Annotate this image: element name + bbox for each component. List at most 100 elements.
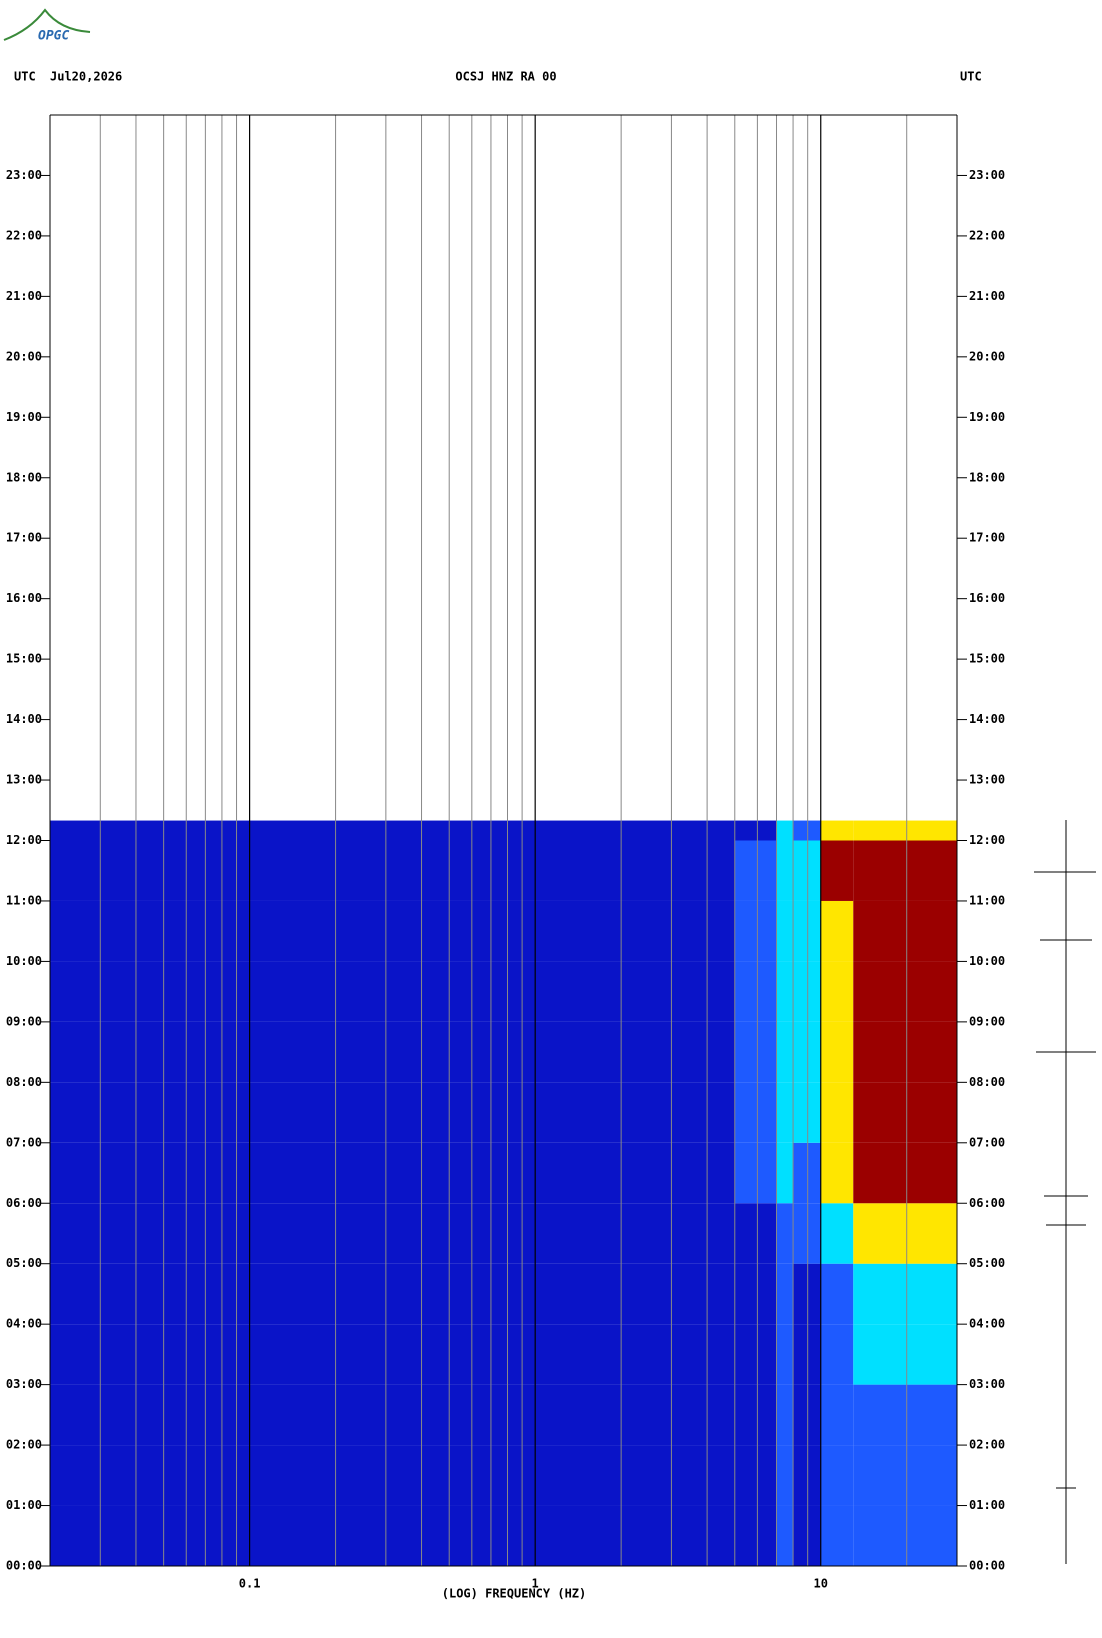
spectrogram-cell	[776, 900, 794, 962]
spectrogram-cell	[853, 1324, 957, 1385]
spectrogram-cell	[734, 1021, 777, 1083]
spectrogram-cell	[734, 961, 777, 1022]
y-tick-label: 19:00	[6, 410, 42, 424]
y-tick-label: 14:00	[6, 712, 42, 726]
spectrogram-cell	[50, 961, 735, 1022]
y-tick-label-right: 12:00	[969, 833, 1005, 847]
spectrogram-cell	[734, 1445, 777, 1506]
spectrogram-cell	[793, 1263, 821, 1325]
y-tick-label-right: 04:00	[969, 1317, 1005, 1331]
spectrogram-cell	[853, 1142, 957, 1204]
spectrogram-cell	[50, 1324, 735, 1385]
spectrogram-cell	[853, 840, 957, 901]
spectrogram-cell	[793, 1505, 821, 1566]
spectrogram-cell	[820, 1082, 854, 1143]
spectrogram-cell	[734, 1505, 777, 1566]
y-tick-label: 01:00	[6, 1498, 42, 1512]
spectrogram-cell	[793, 840, 821, 901]
y-tick-label-right: 01:00	[969, 1498, 1005, 1512]
spectrogram-cell	[820, 1263, 854, 1325]
spectrogram-cell	[734, 1263, 777, 1325]
spectrogram-cell	[793, 820, 821, 841]
spectrogram-cell	[776, 1445, 794, 1506]
spectrogram-cell	[820, 961, 854, 1022]
x-axis-label: (LOG) FREQUENCY (HZ)	[442, 1587, 587, 1601]
spectrogram-cell	[734, 820, 777, 841]
y-tick-label-right: 03:00	[969, 1377, 1005, 1391]
y-tick-label: 07:00	[6, 1135, 42, 1149]
y-tick-label: 09:00	[6, 1014, 42, 1028]
date: Jul20,2026	[50, 70, 122, 84]
y-tick-label: 02:00	[6, 1438, 42, 1452]
logo-swoosh	[3, 8, 91, 41]
y-tick-label-right: 00:00	[969, 1559, 1005, 1573]
y-tick-label: 10:00	[6, 954, 42, 968]
y-tick-label: 03:00	[6, 1377, 42, 1391]
spectrogram-cell	[734, 1082, 777, 1143]
spectrogram-cell	[734, 900, 777, 962]
y-tick-label: 15:00	[6, 652, 42, 666]
spectrogram-cell	[734, 1203, 777, 1264]
spectrogram-cell	[793, 961, 821, 1022]
spectrogram-cell	[793, 1324, 821, 1385]
y-tick-label: 12:00	[6, 833, 42, 847]
spectrogram-cell	[776, 1142, 794, 1204]
spectrogram-cell	[734, 1142, 777, 1204]
y-tick-label: 13:00	[6, 773, 42, 787]
spectrogram-cell	[776, 820, 794, 841]
spectrogram-cell	[793, 1384, 821, 1446]
y-tick-label-right: 21:00	[969, 289, 1005, 303]
y-tick-label: 06:00	[6, 1196, 42, 1210]
spectrogram-cell	[820, 840, 854, 901]
y-tick-label-right: 16:00	[969, 591, 1005, 605]
spectrogram-cell	[853, 1445, 957, 1506]
y-tick-label-right: 14:00	[969, 712, 1005, 726]
spectrogram-cell	[776, 1203, 794, 1264]
y-tick-label: 21:00	[6, 289, 42, 303]
y-tick-label-right: 06:00	[969, 1196, 1005, 1210]
spectrogram-cell	[853, 820, 957, 841]
y-tick-label: 04:00	[6, 1317, 42, 1331]
y-tick-label-right: 09:00	[969, 1014, 1005, 1028]
spectrogram-cell	[50, 1384, 735, 1446]
spectrogram-cell	[50, 1505, 735, 1566]
spectrogram-cell	[853, 1384, 957, 1446]
y-tick-label-right: 23:00	[969, 168, 1005, 182]
spectrogram-cell	[793, 1142, 821, 1204]
y-tick-label: 08:00	[6, 1075, 42, 1089]
spectrogram-cell	[820, 1445, 854, 1506]
spectrogram-cell	[793, 1082, 821, 1143]
spectrogram-cell	[50, 900, 735, 962]
spectrogram-cell	[820, 1203, 854, 1264]
spectrogram-cell	[820, 1142, 854, 1204]
spectrogram-cell	[776, 1082, 794, 1143]
y-tick-label-right: 07:00	[969, 1135, 1005, 1149]
spectrogram-cell	[853, 1082, 957, 1143]
spectrogram-cell	[853, 1505, 957, 1566]
spectrogram-cell	[50, 1203, 735, 1264]
y-tick-label-right: 20:00	[969, 349, 1005, 363]
spectrogram-cell	[734, 1384, 777, 1446]
y-tick-label-right: 05:00	[969, 1256, 1005, 1270]
spectrogram-cell	[50, 820, 735, 841]
spectrogram-cell	[50, 1021, 735, 1083]
y-tick-label: 16:00	[6, 591, 42, 605]
y-tick-label: 20:00	[6, 349, 42, 363]
spectrogram-cell	[853, 1203, 957, 1264]
spectrogram-cell	[793, 1445, 821, 1506]
spectrogram-cell	[793, 1021, 821, 1083]
right-header: UTC	[960, 70, 982, 84]
spectrogram-cell	[776, 961, 794, 1022]
y-tick-label-right: 18:00	[969, 470, 1005, 484]
y-tick-label-right: 17:00	[969, 531, 1005, 545]
y-tick-label-right: 19:00	[969, 410, 1005, 424]
spectrogram-cell	[853, 1021, 957, 1083]
spectrogram-cell	[853, 961, 957, 1022]
y-tick-label-right: 08:00	[969, 1075, 1005, 1089]
y-tick-label: 00:00	[6, 1559, 42, 1573]
spectrogram-cell	[820, 1384, 854, 1446]
spectrogram-cell	[776, 1324, 794, 1385]
spectrogram-cell	[793, 900, 821, 962]
spectrogram-cell	[734, 840, 777, 901]
y-tick-label: 23:00	[6, 168, 42, 182]
